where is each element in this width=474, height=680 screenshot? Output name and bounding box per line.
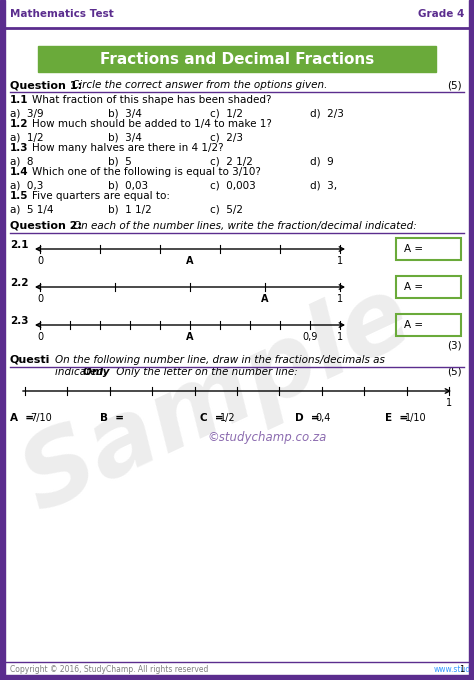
Text: Grade 4: Grade 4 [418, 9, 464, 19]
Text: 2.1: 2.1 [10, 240, 28, 250]
Text: A  =: A = [10, 413, 34, 423]
Text: d)  3,: d) 3, [310, 180, 337, 190]
Text: A: A [261, 294, 269, 304]
Text: Circle the correct answer from the options given.: Circle the correct answer from the optio… [72, 80, 328, 90]
Text: b)  3/4: b) 3/4 [108, 108, 142, 118]
Text: c)  2/3: c) 2/3 [210, 132, 243, 142]
Text: Questi: Questi [10, 355, 50, 365]
Bar [0, 675, 474, 680]
Bar [396, 314, 461, 336]
Text: 0: 0 [37, 294, 43, 304]
Text: (3): (3) [447, 340, 462, 350]
Text: Question 2:: Question 2: [10, 221, 82, 231]
Text: b)  3/4: b) 3/4 [108, 132, 142, 142]
Text: Only: Only [83, 367, 113, 377]
Text: a)  1/2: a) 1/2 [10, 132, 44, 142]
Text: D  =: D = [295, 413, 319, 423]
Text: 0,9: 0,9 [302, 332, 318, 342]
Text: C  =: C = [200, 413, 224, 423]
Text: Mathematics Test: Mathematics Test [10, 9, 114, 19]
Text: 1: 1 [446, 398, 452, 408]
Text: 1/2: 1/2 [220, 413, 236, 423]
Text: How many halves are there in 4 1/2?: How many halves are there in 4 1/2? [32, 143, 224, 153]
Text: d)  9: d) 9 [310, 156, 334, 166]
Text: 1/10: 1/10 [405, 413, 427, 423]
Text: c)  5/2: c) 5/2 [210, 204, 243, 214]
Text: 1: 1 [337, 332, 343, 342]
Text: ©studychamp.co.za: ©studychamp.co.za [207, 431, 327, 444]
Text: b)  1 1/2: b) 1 1/2 [108, 204, 152, 214]
Text: 1: 1 [337, 256, 343, 266]
Text: 0: 0 [37, 332, 43, 342]
Text: 7/10: 7/10 [30, 413, 52, 423]
Text: a)  0,3: a) 0,3 [10, 180, 44, 190]
Text: 2.2: 2.2 [10, 278, 28, 288]
Bar [469, 0, 474, 680]
Text: (5): (5) [447, 80, 462, 90]
Text: b)  5: b) 5 [108, 156, 132, 166]
Text: On the following number line, draw in the fractions/decimals as: On the following number line, draw in th… [55, 355, 385, 365]
Text: 1.1: 1.1 [10, 95, 28, 105]
Text: a)  3/9: a) 3/9 [10, 108, 44, 118]
Text: c)  0,003: c) 0,003 [210, 180, 256, 190]
Text: A: A [186, 332, 194, 342]
Text: 1.4: 1.4 [10, 167, 28, 177]
Text: indicated.   Only the letter on the number line:: indicated. Only the letter on the number… [55, 367, 298, 377]
Text: Which one of the following is equal to 3/10?: Which one of the following is equal to 3… [32, 167, 261, 177]
Text: b)  0,03: b) 0,03 [108, 180, 148, 190]
Text: On each of the number lines, write the fraction/decimal indicated:: On each of the number lines, write the f… [73, 221, 417, 231]
Text: Question 1:: Question 1: [10, 80, 82, 90]
Text: E  =: E = [385, 413, 408, 423]
Text: 1.2: 1.2 [10, 119, 28, 129]
Text: A: A [186, 256, 194, 266]
Bar [0, 0, 5, 680]
Text: 2.3: 2.3 [10, 316, 28, 326]
Text: A =: A = [404, 320, 423, 330]
Bar [396, 276, 461, 298]
Text: 1.5: 1.5 [10, 191, 28, 201]
Text: 0,4: 0,4 [315, 413, 330, 423]
Text: c)  1/2: c) 1/2 [210, 108, 243, 118]
Text: a)  8: a) 8 [10, 156, 34, 166]
Text: B  =: B = [100, 413, 124, 423]
Text: (5): (5) [447, 367, 462, 377]
Text: 0: 0 [37, 256, 43, 266]
Text: How much should be added to 1/4 to make 1?: How much should be added to 1/4 to make … [32, 119, 272, 129]
Bar [396, 238, 461, 260]
Text: Five quarters are equal to:: Five quarters are equal to: [32, 191, 170, 201]
Text: c)  2 1/2: c) 2 1/2 [210, 156, 253, 166]
Text: 1.3: 1.3 [10, 143, 28, 153]
Bar [38, 46, 436, 72]
Text: www.studychamp.co.za: www.studychamp.co.za [434, 665, 474, 674]
Text: What fraction of this shape has been shaded?: What fraction of this shape has been sha… [32, 95, 272, 105]
Text: A =: A = [404, 244, 423, 254]
Text: a)  5 1/4: a) 5 1/4 [10, 204, 54, 214]
Text: 1: 1 [337, 294, 343, 304]
Text: Copyright © 2016, StudyChamp. All rights reserved: Copyright © 2016, StudyChamp. All rights… [10, 665, 209, 674]
Text: A =: A = [404, 282, 423, 292]
Text: 1: 1 [459, 665, 464, 674]
Text: d)  2/3: d) 2/3 [310, 108, 344, 118]
Text: Sample: Sample [7, 268, 427, 532]
Text: Fractions and Decimal Fractions: Fractions and Decimal Fractions [100, 52, 374, 67]
